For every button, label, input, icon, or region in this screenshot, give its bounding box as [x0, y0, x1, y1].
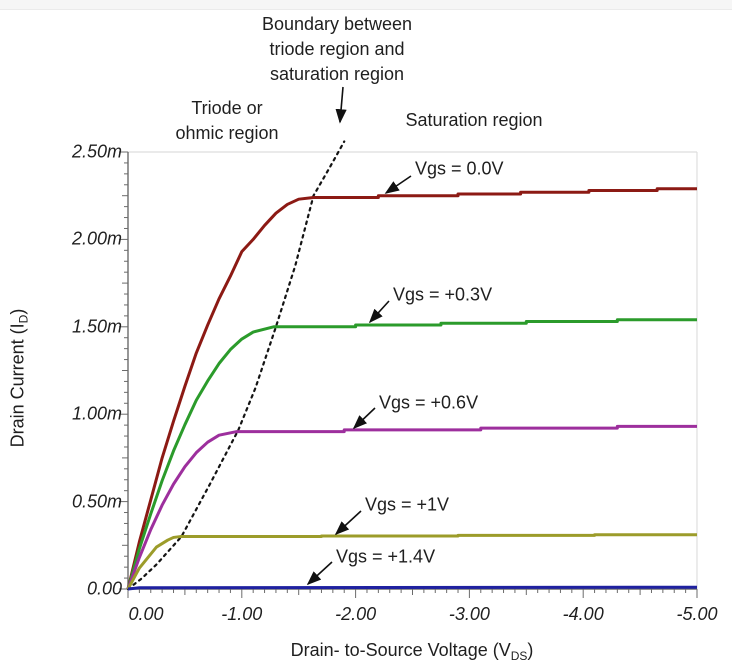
boundary-curve — [126, 140, 346, 591]
curve-label-vgs-plus-0.6V: Vgs = +0.6V — [379, 392, 479, 413]
x-tick-label: -5.00 — [676, 604, 718, 624]
x-axis-title-suffix: ) — [527, 640, 534, 660]
y-tick-label: 0.00 — [86, 578, 122, 599]
curve-vgs-plus-1V — [126, 533, 697, 590]
curve-vgs-plus-1.4V — [127, 585, 698, 591]
arrow-to-vgs-plus-0.3V — [368, 300, 390, 324]
x-tick-label: -3.00 — [448, 604, 490, 624]
triode-saturation-boundary — [126, 140, 346, 591]
y-axis-title-text: Drain Current (I — [7, 323, 28, 448]
arrow-from-boundary-note — [335, 86, 347, 124]
region-label-boundary-note: Boundary between triode region and saturat… — [261, 14, 413, 84]
curve-label-vgs-plus-1V: Vgs = +1V — [365, 494, 450, 515]
iv-curves — [126, 187, 698, 591]
y-tick-label: 0.50m — [71, 491, 122, 512]
arrow-to-vgs-plus-0.6V — [352, 407, 376, 430]
y-tick-label: 1.50m — [71, 316, 122, 337]
curve-label-vgs-plus-1.4V: Vgs = +1.4V — [336, 546, 436, 567]
curve-vgs-plus-0.3V — [126, 318, 697, 590]
annotation-arrows — [306, 86, 412, 586]
arrow-to-vgs-0.0V — [384, 175, 412, 194]
x-tick-label: -1.00 — [221, 604, 263, 624]
x-axis-title: Drain- to-Source Voltage (VDS) — [290, 640, 534, 663]
x-axis-title-subscript: DS — [510, 649, 528, 663]
arrow-to-vgs-plus-1.4V — [306, 561, 333, 586]
top-edge-strip — [0, 0, 732, 10]
axis-ticks — [119, 151, 698, 598]
x-axis-title-text: Drain- to-Source Voltage (V — [290, 640, 511, 660]
region-label-saturation-region: Saturation region — [405, 110, 543, 130]
curve-label-vgs-plus-0.3V: Vgs = +0.3V — [393, 284, 493, 305]
x-tick-label: 0.00 — [128, 604, 164, 624]
y-tick-label: 1.00m — [71, 403, 122, 424]
y-tick-label: 2.50m — [71, 141, 122, 162]
x-tick-label: -2.00 — [335, 604, 377, 624]
curve-vgs-plus-0.6V — [126, 424, 697, 590]
y-tick-label: 2.00m — [71, 228, 122, 249]
y-axis-title-subscript: D — [16, 314, 31, 324]
x-tick-label: -4.00 — [562, 604, 604, 624]
y-axis-title: Drain Current (ID) — [7, 309, 31, 448]
region-label-triode-region: Triode or ohmic region — [175, 98, 279, 143]
arrow-to-vgs-plus-1V — [334, 510, 362, 536]
curve-vgs-0.0V — [126, 187, 697, 590]
curve-label-vgs-0.0V: Vgs = 0.0V — [415, 158, 504, 179]
